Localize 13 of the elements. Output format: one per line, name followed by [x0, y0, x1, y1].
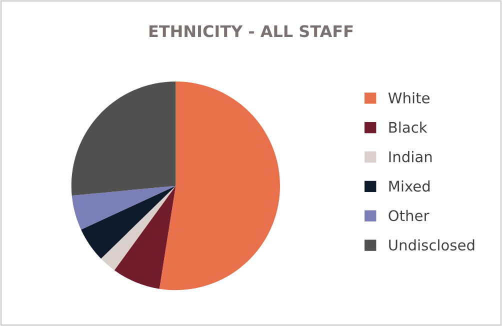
legend-label: Mixed — [389, 180, 430, 192]
chart-title: ETHNICITY - ALL STAFF — [149, 25, 353, 38]
pie-slice — [71, 82, 176, 196]
pie-slice — [159, 82, 280, 290]
pie-slice — [72, 186, 176, 230]
legend-label: Black — [389, 122, 428, 133]
pie-slice — [81, 186, 176, 259]
legend-label: Other — [388, 210, 430, 222]
legend-label: Indian — [389, 151, 432, 162]
pie-slice — [101, 186, 176, 270]
legend-label: White — [388, 92, 430, 104]
legend-label: Undisclosed — [389, 239, 474, 251]
pie-slice — [114, 186, 176, 289]
